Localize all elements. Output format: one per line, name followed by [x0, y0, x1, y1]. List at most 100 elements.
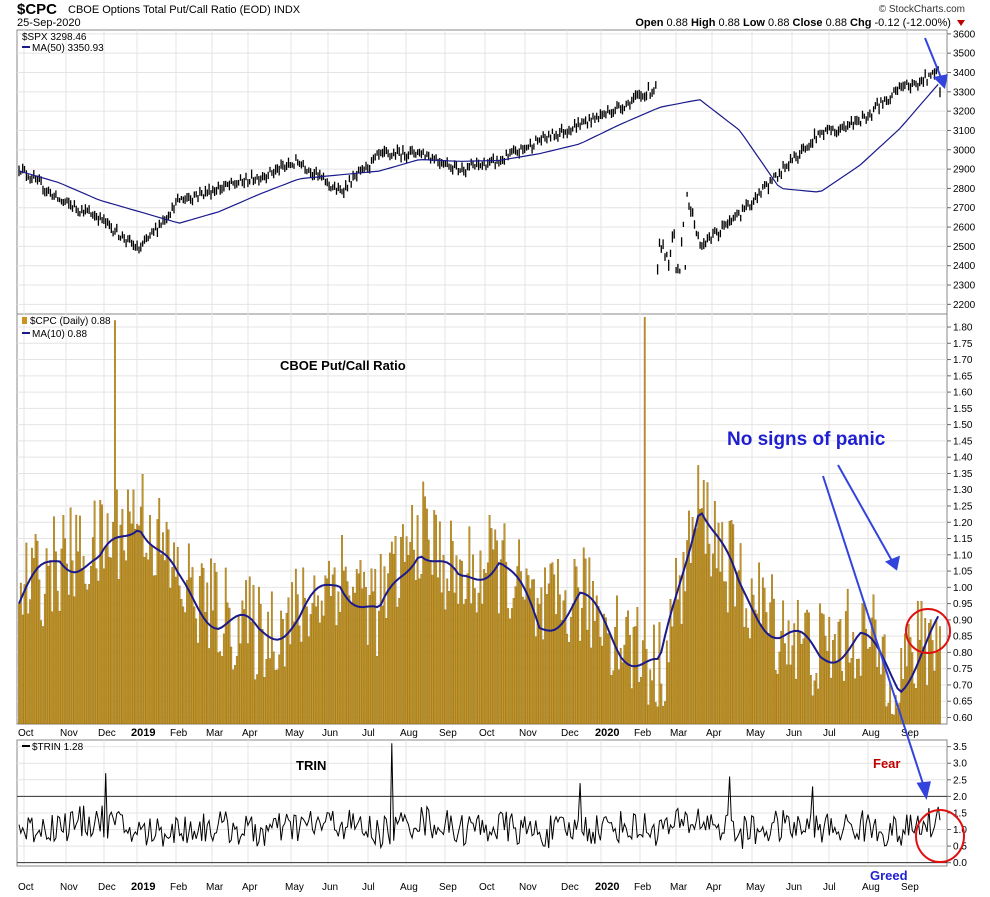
- cpc-bar: [195, 618, 198, 725]
- cpc-bar: [226, 602, 229, 725]
- trin-annotation-title: TRIN: [296, 758, 326, 773]
- spx-tick-label: 3300: [953, 87, 976, 98]
- cpc-bar: [769, 602, 772, 725]
- month-label: Oct: [479, 882, 495, 893]
- cpc-bar: [527, 575, 530, 725]
- month-label: Apr: [706, 882, 722, 893]
- cpc-bar: [516, 566, 519, 725]
- cpc-bar: [551, 562, 554, 725]
- cpc-bar: [307, 636, 310, 725]
- month-label: 2020: [595, 727, 619, 739]
- cpc-bar: [920, 601, 923, 725]
- cpc-bar: [324, 575, 327, 725]
- cpc-bar: [403, 561, 406, 725]
- spx-tick-label: 2300: [953, 281, 976, 292]
- cpc-bar: [675, 558, 677, 725]
- trin-tick-label: 3.0: [953, 759, 967, 770]
- month-label: May: [746, 728, 765, 739]
- cpc-bar: [501, 540, 504, 725]
- cpc-bar: [730, 520, 733, 725]
- cpc-bar: [180, 599, 183, 725]
- cpc-bar: [581, 607, 583, 725]
- cpc-tick-label: 1.80: [953, 323, 973, 334]
- cpc-bar: [344, 566, 347, 725]
- cpc-bar: [58, 610, 61, 725]
- cpc-bar: [826, 651, 829, 725]
- cpc-bar: [328, 560, 330, 725]
- cpc-bar: [856, 658, 858, 725]
- trin-tick-label: 3.5: [953, 742, 967, 753]
- cpc-bar: [171, 567, 174, 725]
- cpc-bar: [341, 535, 343, 725]
- cpc-bar: [130, 523, 133, 725]
- cpc-bar: [857, 658, 860, 725]
- cpc-bar: [617, 669, 620, 725]
- cpc-bar: [623, 644, 626, 725]
- cpc-bar: [713, 501, 716, 725]
- cpc-bar: [149, 515, 151, 725]
- cpc-bar: [151, 545, 153, 725]
- cpc-bar: [123, 550, 126, 725]
- cpc-ma10-line: [18, 512, 940, 694]
- cpc-bar: [804, 612, 807, 725]
- cpc-bar: [928, 623, 930, 725]
- cpc-bar: [512, 598, 515, 725]
- cpc-bar: [933, 670, 936, 725]
- cpc-bar: [848, 662, 851, 725]
- cpc-bar: [69, 507, 72, 725]
- cpc-bar: [660, 683, 663, 725]
- cpc-tick-label: 1.15: [953, 534, 973, 545]
- cpc-bar: [53, 516, 55, 725]
- cpc-bar: [754, 609, 757, 725]
- cpc-bar: [91, 537, 94, 725]
- month-label: Sep: [439, 728, 457, 739]
- cpc-bar: [440, 592, 443, 725]
- cpc-bar: [167, 529, 170, 725]
- cpc-bar: [306, 606, 308, 725]
- cpc-bar: [651, 680, 653, 725]
- cpc-bar: [269, 658, 271, 725]
- cpc-bar: [830, 677, 833, 725]
- cpc-bar: [197, 642, 199, 725]
- cpc-bar: [684, 591, 687, 725]
- cpc-bar: [189, 577, 192, 725]
- cpc-bar: [608, 633, 611, 725]
- spx-tick-label: 3200: [953, 107, 976, 118]
- cpc-bar: [802, 638, 805, 725]
- trin-panel: [16, 739, 948, 867]
- cpc-bar: [776, 673, 779, 725]
- cpc-annotation-title: CBOE Put/Call Ratio: [280, 358, 406, 373]
- cpc-bar: [865, 629, 868, 725]
- cpc-bar: [348, 595, 351, 725]
- month-label: 2020: [595, 881, 619, 893]
- cpc-bar: [254, 679, 257, 725]
- spx-tick-label: 2600: [953, 223, 976, 234]
- cpc-bar: [701, 508, 703, 725]
- cpc-bar: [235, 655, 238, 725]
- cpc-bar: [246, 643, 249, 725]
- cpc-bar: [795, 678, 797, 725]
- cpc-bar: [389, 552, 391, 725]
- cpc-bar: [317, 595, 319, 725]
- down-triangle-icon: [957, 20, 965, 26]
- cpc-bar: [514, 586, 517, 725]
- month-label: May: [285, 882, 304, 893]
- cpc-bar: [221, 655, 223, 725]
- cpc-bar: [427, 539, 430, 725]
- cpc-tick-label: 1.70: [953, 355, 973, 366]
- cpc-bar: [760, 623, 762, 725]
- chart-date: 25-Sep-2020: [17, 17, 81, 29]
- cpc-bar: [429, 560, 432, 725]
- cpc-bar: [876, 667, 879, 725]
- cpc-bar: [736, 571, 738, 725]
- cpc-bar: [935, 618, 938, 725]
- cpc-bar: [455, 555, 458, 725]
- trin-tick-label: 1.0: [953, 825, 967, 836]
- cpc-bars: [18, 317, 941, 725]
- cpc-bar: [483, 569, 486, 725]
- cpc-bar: [60, 548, 63, 725]
- cpc-bar: [721, 522, 724, 725]
- month-label: Sep: [439, 882, 457, 893]
- cpc-bar: [64, 538, 67, 725]
- cpc-bar: [117, 579, 120, 725]
